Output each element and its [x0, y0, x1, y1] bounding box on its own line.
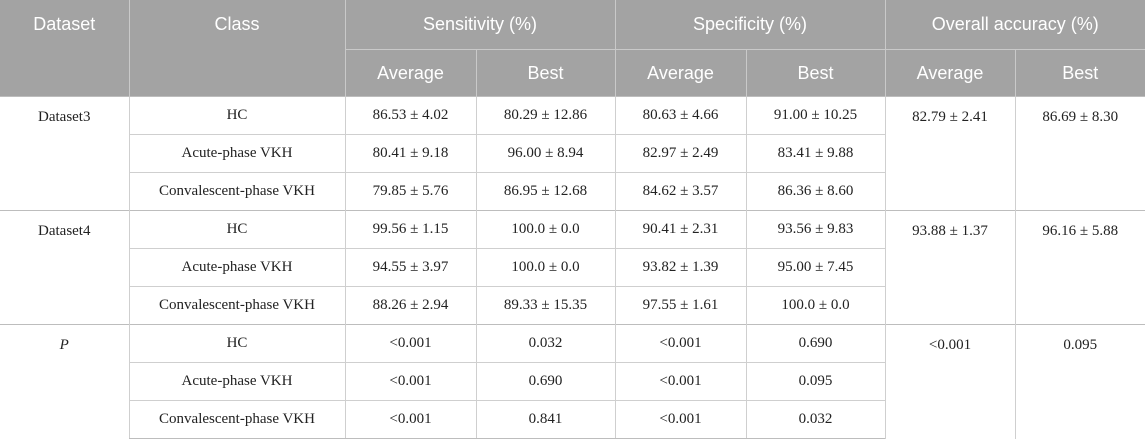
specificity-average-cell: <0.001 [614, 362, 746, 401]
class-cell: Convalescent-phase VKH [128, 400, 345, 439]
table-row: Acute-phase VKH <0.001 0.690 <0.001 0.09… [0, 362, 1145, 401]
overall-average-cell: 93.88 ± 1.37 [884, 210, 1015, 325]
header-overall-average: Average [884, 49, 1015, 97]
sensitivity-best-cell: 0.841 [475, 400, 615, 439]
table-row: Convalescent-phase VKH 88.26 ± 2.94 89.3… [0, 286, 1145, 325]
overall-average-cell: 82.79 ± 2.41 [884, 96, 1015, 211]
sensitivity-best-cell: 100.0 ± 0.0 [475, 248, 615, 287]
table-row: Convalescent-phase VKH 79.85 ± 5.76 86.9… [0, 172, 1145, 211]
header-sensitivity-best: Best [475, 49, 615, 97]
header-sensitivity-average: Average [344, 49, 476, 97]
specificity-best-cell: 86.36 ± 8.60 [745, 172, 885, 211]
class-cell: HC [128, 324, 345, 363]
p-value-label-cell: P [0, 324, 129, 439]
class-cell: Convalescent-phase VKH [128, 286, 345, 325]
class-cell: Acute-phase VKH [128, 134, 345, 173]
table-row: Convalescent-phase VKH <0.001 0.841 <0.0… [0, 400, 1145, 439]
sensitivity-best-cell: 80.29 ± 12.86 [475, 96, 615, 135]
sensitivity-best-cell: 89.33 ± 15.35 [475, 286, 615, 325]
specificity-average-cell: <0.001 [614, 400, 746, 439]
sensitivity-best-cell: 86.95 ± 12.68 [475, 172, 615, 211]
class-cell: HC [128, 96, 345, 135]
specificity-average-cell: <0.001 [614, 324, 746, 363]
class-cell: HC [128, 210, 345, 249]
header-specificity-average: Average [614, 49, 746, 97]
dataset-cell: Dataset4 [0, 210, 129, 325]
specificity-average-cell: 84.62 ± 3.57 [614, 172, 746, 211]
specificity-best-cell: 93.56 ± 9.83 [745, 210, 885, 249]
specificity-best-cell: 0.095 [745, 362, 885, 401]
table-row: Acute-phase VKH 94.55 ± 3.97 100.0 ± 0.0… [0, 248, 1145, 287]
specificity-best-cell: 0.690 [745, 324, 885, 363]
specificity-average-cell: 93.82 ± 1.39 [614, 248, 746, 287]
sensitivity-best-cell: 96.00 ± 8.94 [475, 134, 615, 173]
specificity-best-cell: 91.00 ± 10.25 [745, 96, 885, 135]
sensitivity-average-cell: <0.001 [344, 400, 476, 439]
specificity-best-cell: 100.0 ± 0.0 [745, 286, 885, 325]
overall-best-cell: 96.16 ± 5.88 [1014, 210, 1145, 325]
table-header: Dataset Class Sensitivity (%) Specificit… [0, 0, 1145, 97]
specificity-average-cell: 90.41 ± 2.31 [614, 210, 746, 249]
table-row: Acute-phase VKH 80.41 ± 9.18 96.00 ± 8.9… [0, 134, 1145, 173]
class-cell: Convalescent-phase VKH [128, 172, 345, 211]
sensitivity-average-cell: 79.85 ± 5.76 [344, 172, 476, 211]
overall-best-cell: 0.095 [1014, 324, 1145, 439]
table-row: P HC <0.001 0.032 <0.001 0.690 <0.001 0.… [0, 324, 1145, 439]
header-overall-accuracy: Overall accuracy (%) [884, 0, 1145, 50]
sensitivity-average-cell: <0.001 [344, 362, 476, 401]
sensitivity-best-cell: 100.0 ± 0.0 [475, 210, 615, 249]
sensitivity-best-cell: 0.690 [475, 362, 615, 401]
specificity-best-cell: 95.00 ± 7.45 [745, 248, 885, 287]
sensitivity-average-cell: 80.41 ± 9.18 [344, 134, 476, 173]
header-overall-best: Best [1014, 49, 1145, 97]
specificity-average-cell: 97.55 ± 1.61 [614, 286, 746, 325]
sensitivity-best-cell: 0.032 [475, 324, 615, 363]
sensitivity-average-cell: 86.53 ± 4.02 [344, 96, 476, 135]
sensitivity-average-cell: 88.26 ± 2.94 [344, 286, 476, 325]
table-body: Dataset3 HC 86.53 ± 4.02 80.29 ± 12.86 8… [0, 96, 1145, 439]
sensitivity-average-cell: 99.56 ± 1.15 [344, 210, 476, 249]
specificity-average-cell: 82.97 ± 2.49 [614, 134, 746, 173]
header-specificity-best: Best [745, 49, 885, 97]
table-row: Dataset4 HC 99.56 ± 1.15 100.0 ± 0.0 90.… [0, 210, 1145, 325]
class-cell: Acute-phase VKH [128, 248, 345, 287]
specificity-average-cell: 80.63 ± 4.66 [614, 96, 746, 135]
header-class: Class [128, 0, 345, 97]
sensitivity-average-cell: 94.55 ± 3.97 [344, 248, 476, 287]
class-cell: Acute-phase VKH [128, 362, 345, 401]
overall-best-cell: 86.69 ± 8.30 [1014, 96, 1145, 211]
sensitivity-average-cell: <0.001 [344, 324, 476, 363]
header-specificity: Specificity (%) [614, 0, 885, 50]
header-sensitivity: Sensitivity (%) [344, 0, 615, 50]
header-dataset: Dataset [0, 0, 129, 97]
specificity-best-cell: 0.032 [745, 400, 885, 439]
specificity-best-cell: 83.41 ± 9.88 [745, 134, 885, 173]
overall-average-cell: <0.001 [884, 324, 1015, 439]
table-row: Dataset3 HC 86.53 ± 4.02 80.29 ± 12.86 8… [0, 96, 1145, 211]
dataset-cell: Dataset3 [0, 96, 129, 211]
